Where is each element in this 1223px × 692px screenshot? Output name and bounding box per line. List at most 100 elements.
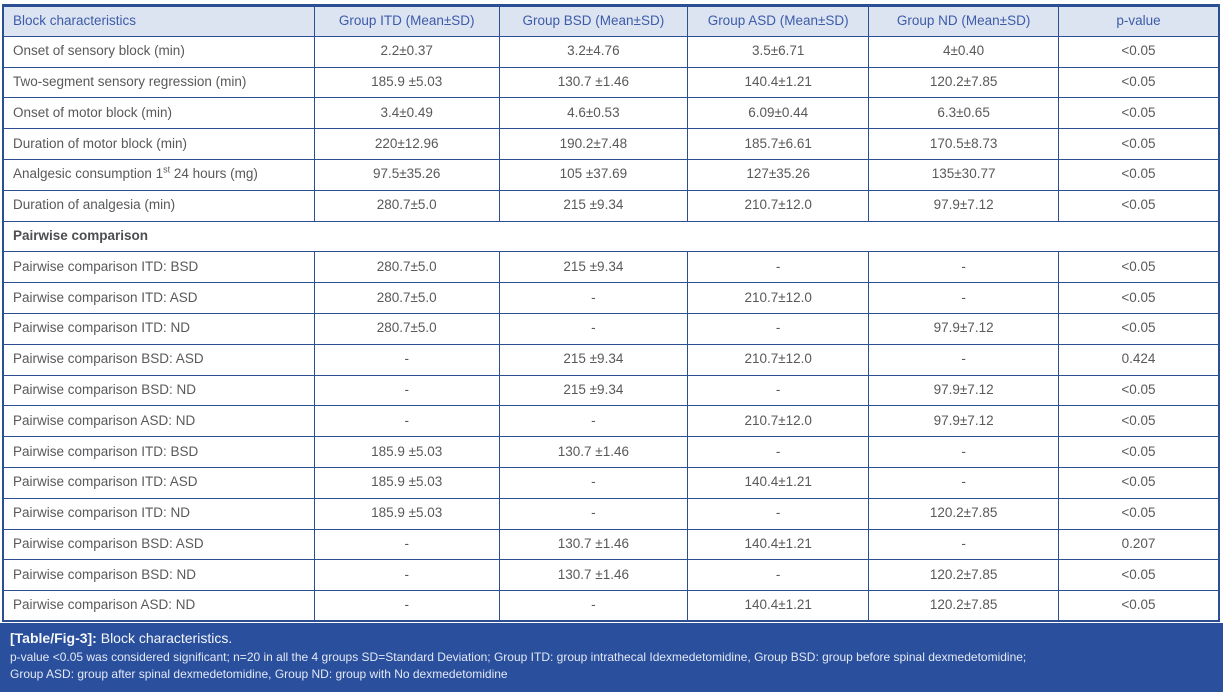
p-value-cell: <0.05 (1057, 189, 1220, 222)
row-label-cell: Pairwise comparison ITD: ND (2, 497, 315, 530)
p-value-cell: <0.05 (1057, 559, 1220, 592)
value-cell: - (313, 343, 500, 376)
table-row: Pairwise comparison BSD: ASD -130.7 ±1.46… (2, 528, 1220, 561)
row-label-cell: Pairwise comparison BSD: ND (2, 374, 315, 407)
value-cell: - (687, 312, 870, 345)
table-row: Pairwise comparison ITD: BSD 280.7±5.0 215… (2, 251, 1220, 284)
table-row: Pairwise comparison ITD: ASD 280.7±5.0-21… (2, 282, 1220, 314)
value-cell: - (868, 436, 1059, 468)
value-cell: 210.7±12.0 (687, 405, 870, 438)
value-cell: - (868, 528, 1059, 561)
p-value-cell: 0.424 (1057, 343, 1220, 376)
table-row: Pairwise comparison ITD: ND 280.7±5.0- -97… (2, 312, 1220, 345)
value-cell: 2.2±0.37 (313, 35, 500, 68)
value-cell: 97.9±7.12 (868, 189, 1059, 222)
table-row: Pairwise comparison ASD: ND - -210.7±12.0 9… (2, 405, 1220, 438)
p-value-cell: <0.05 (1057, 66, 1220, 99)
value-cell: 4±0.40 (868, 35, 1059, 68)
value-cell: - (498, 282, 689, 314)
value-cell: 215 ±9.34 (498, 251, 689, 284)
table-row: Duration of analgesia (min) 280.7±5.0 215 … (2, 189, 1220, 222)
value-cell: 210.7±12.0 (687, 282, 870, 314)
p-value-cell: <0.05 (1057, 282, 1220, 314)
value-cell: 185.7±6.61 (687, 128, 870, 160)
p-value-cell: <0.05 (1057, 35, 1220, 68)
value-cell: 215 ±9.34 (498, 343, 689, 376)
table-row: Onset of motor block (min) 3.4±0.49 4.6±0.… (2, 97, 1220, 130)
p-value-cell: <0.05 (1057, 590, 1220, 622)
value-cell: - (868, 343, 1059, 376)
value-cell: 3.4±0.49 (313, 97, 500, 130)
value-cell: - (687, 497, 870, 530)
column-header-group-itd: Group ITD (Mean±SD) (313, 5, 500, 37)
p-value-cell: <0.05 (1057, 497, 1220, 530)
value-cell: 105 ±37.69 (498, 158, 689, 191)
caption-title-line: [Table/Fig-3]: Block characteristics. (10, 628, 1213, 649)
value-cell: - (687, 251, 870, 284)
value-cell: 170.5±8.73 (868, 128, 1059, 160)
row-label-cell: Pairwise comparison ITD: BSD (2, 436, 315, 468)
caption-title: Block characteristics. (96, 630, 233, 647)
row-label-cell: Onset of sensory block (min) (2, 35, 315, 68)
value-cell: 135±30.77 (868, 158, 1059, 191)
value-cell: 130.7 ±1.46 (498, 528, 689, 561)
value-cell: - (313, 559, 500, 592)
p-value-cell: <0.05 (1057, 158, 1220, 191)
column-header-block-characteristics: Block characteristics (2, 5, 315, 37)
value-cell: 120.2±7.85 (868, 497, 1059, 530)
value-cell: 130.7 ±1.46 (498, 66, 689, 99)
value-cell: 185.9 ±5.03 (313, 436, 500, 468)
row-label-cell: Pairwise comparison ASD: ND (2, 590, 315, 622)
caption-note-line-1: p-value <0.05 was considered significant… (10, 650, 1027, 665)
value-cell: - (687, 436, 870, 468)
table-body: Onset of sensory block (min) 2.2±0.37 3.2±… (2, 35, 1220, 622)
table-row: Duration of motor block (min) 220±12.96 19… (2, 128, 1220, 160)
header-row: Block characteristics Group ITD (Mean±SD… (2, 5, 1220, 37)
value-cell: 140.4±1.21 (687, 66, 870, 99)
table-row: Pairwise comparison BSD: ND -130.7 ±1.46-… (2, 559, 1220, 592)
value-cell: 280.7±5.0 (313, 189, 500, 222)
value-cell: 97.9±7.12 (868, 312, 1059, 345)
value-cell: 190.2±7.48 (498, 128, 689, 160)
value-cell: 185.9 ±5.03 (313, 66, 500, 99)
table-row: Pairwise comparison ITD: ASD 185.9 ±5.03-… (2, 466, 1220, 499)
row-label-cell: Duration of motor block (min) (2, 128, 315, 160)
figure-caption-band: [Table/Fig-3]: Block characteristics. p-… (0, 623, 1223, 692)
value-cell: 140.4±1.21 (687, 528, 870, 561)
table-container: Block characteristics Group ITD (Mean±SD… (2, 4, 1220, 623)
value-cell: 3.2±4.76 (498, 35, 689, 68)
superscript: st (163, 164, 171, 175)
section-row: Pairwise comparison (2, 220, 1220, 253)
value-cell: 210.7±12.0 (687, 343, 870, 376)
value-cell: 4.6±0.53 (498, 97, 689, 130)
value-cell: 215 ±9.34 (498, 189, 689, 222)
caption-note-line-2: Group ASD: group after spinal dexmedetom… (10, 666, 508, 681)
value-cell: - (498, 497, 689, 530)
value-cell: 280.7±5.0 (313, 282, 500, 314)
value-cell: 97.9±7.12 (868, 405, 1059, 438)
value-cell: - (498, 590, 689, 622)
row-label-cell: Pairwise comparison ITD: ASD (2, 466, 315, 499)
row-label-cell: Pairwise comparison ITD: BSD (2, 251, 315, 284)
row-label-cell: Pairwise comparison BSD: ND (2, 559, 315, 592)
value-cell: 97.9±7.12 (868, 374, 1059, 407)
value-cell: 220±12.96 (313, 128, 500, 160)
row-label-cell: Two-segment sensory regression (min) (2, 66, 315, 99)
value-cell: - (868, 466, 1059, 499)
value-cell: - (313, 374, 500, 407)
row-label-cell: Pairwise comparison ITD: ND (2, 312, 315, 345)
column-header-p-value: p-value (1057, 5, 1220, 37)
p-value-cell: 0.207 (1057, 528, 1220, 561)
value-cell: - (498, 312, 689, 345)
value-cell: 97.5±35.26 (313, 158, 500, 191)
column-header-group-nd: Group ND (Mean±SD) (868, 5, 1059, 37)
value-cell: 120.2±7.85 (868, 559, 1059, 592)
row-label-cell: Pairwise comparison ITD: ASD (2, 282, 315, 314)
value-cell: 3.5±6.71 (687, 35, 870, 68)
column-header-group-bsd: Group BSD (Mean±SD) (498, 5, 689, 37)
table-row: Onset of sensory block (min) 2.2±0.37 3.2±… (2, 35, 1220, 68)
row-label-cell: Duration of analgesia (min) (2, 189, 315, 222)
table-row: Two-segment sensory regression (min) 185.… (2, 66, 1220, 99)
value-cell: - (687, 374, 870, 407)
caption-tag: [Table/Fig-3]: (10, 630, 97, 647)
